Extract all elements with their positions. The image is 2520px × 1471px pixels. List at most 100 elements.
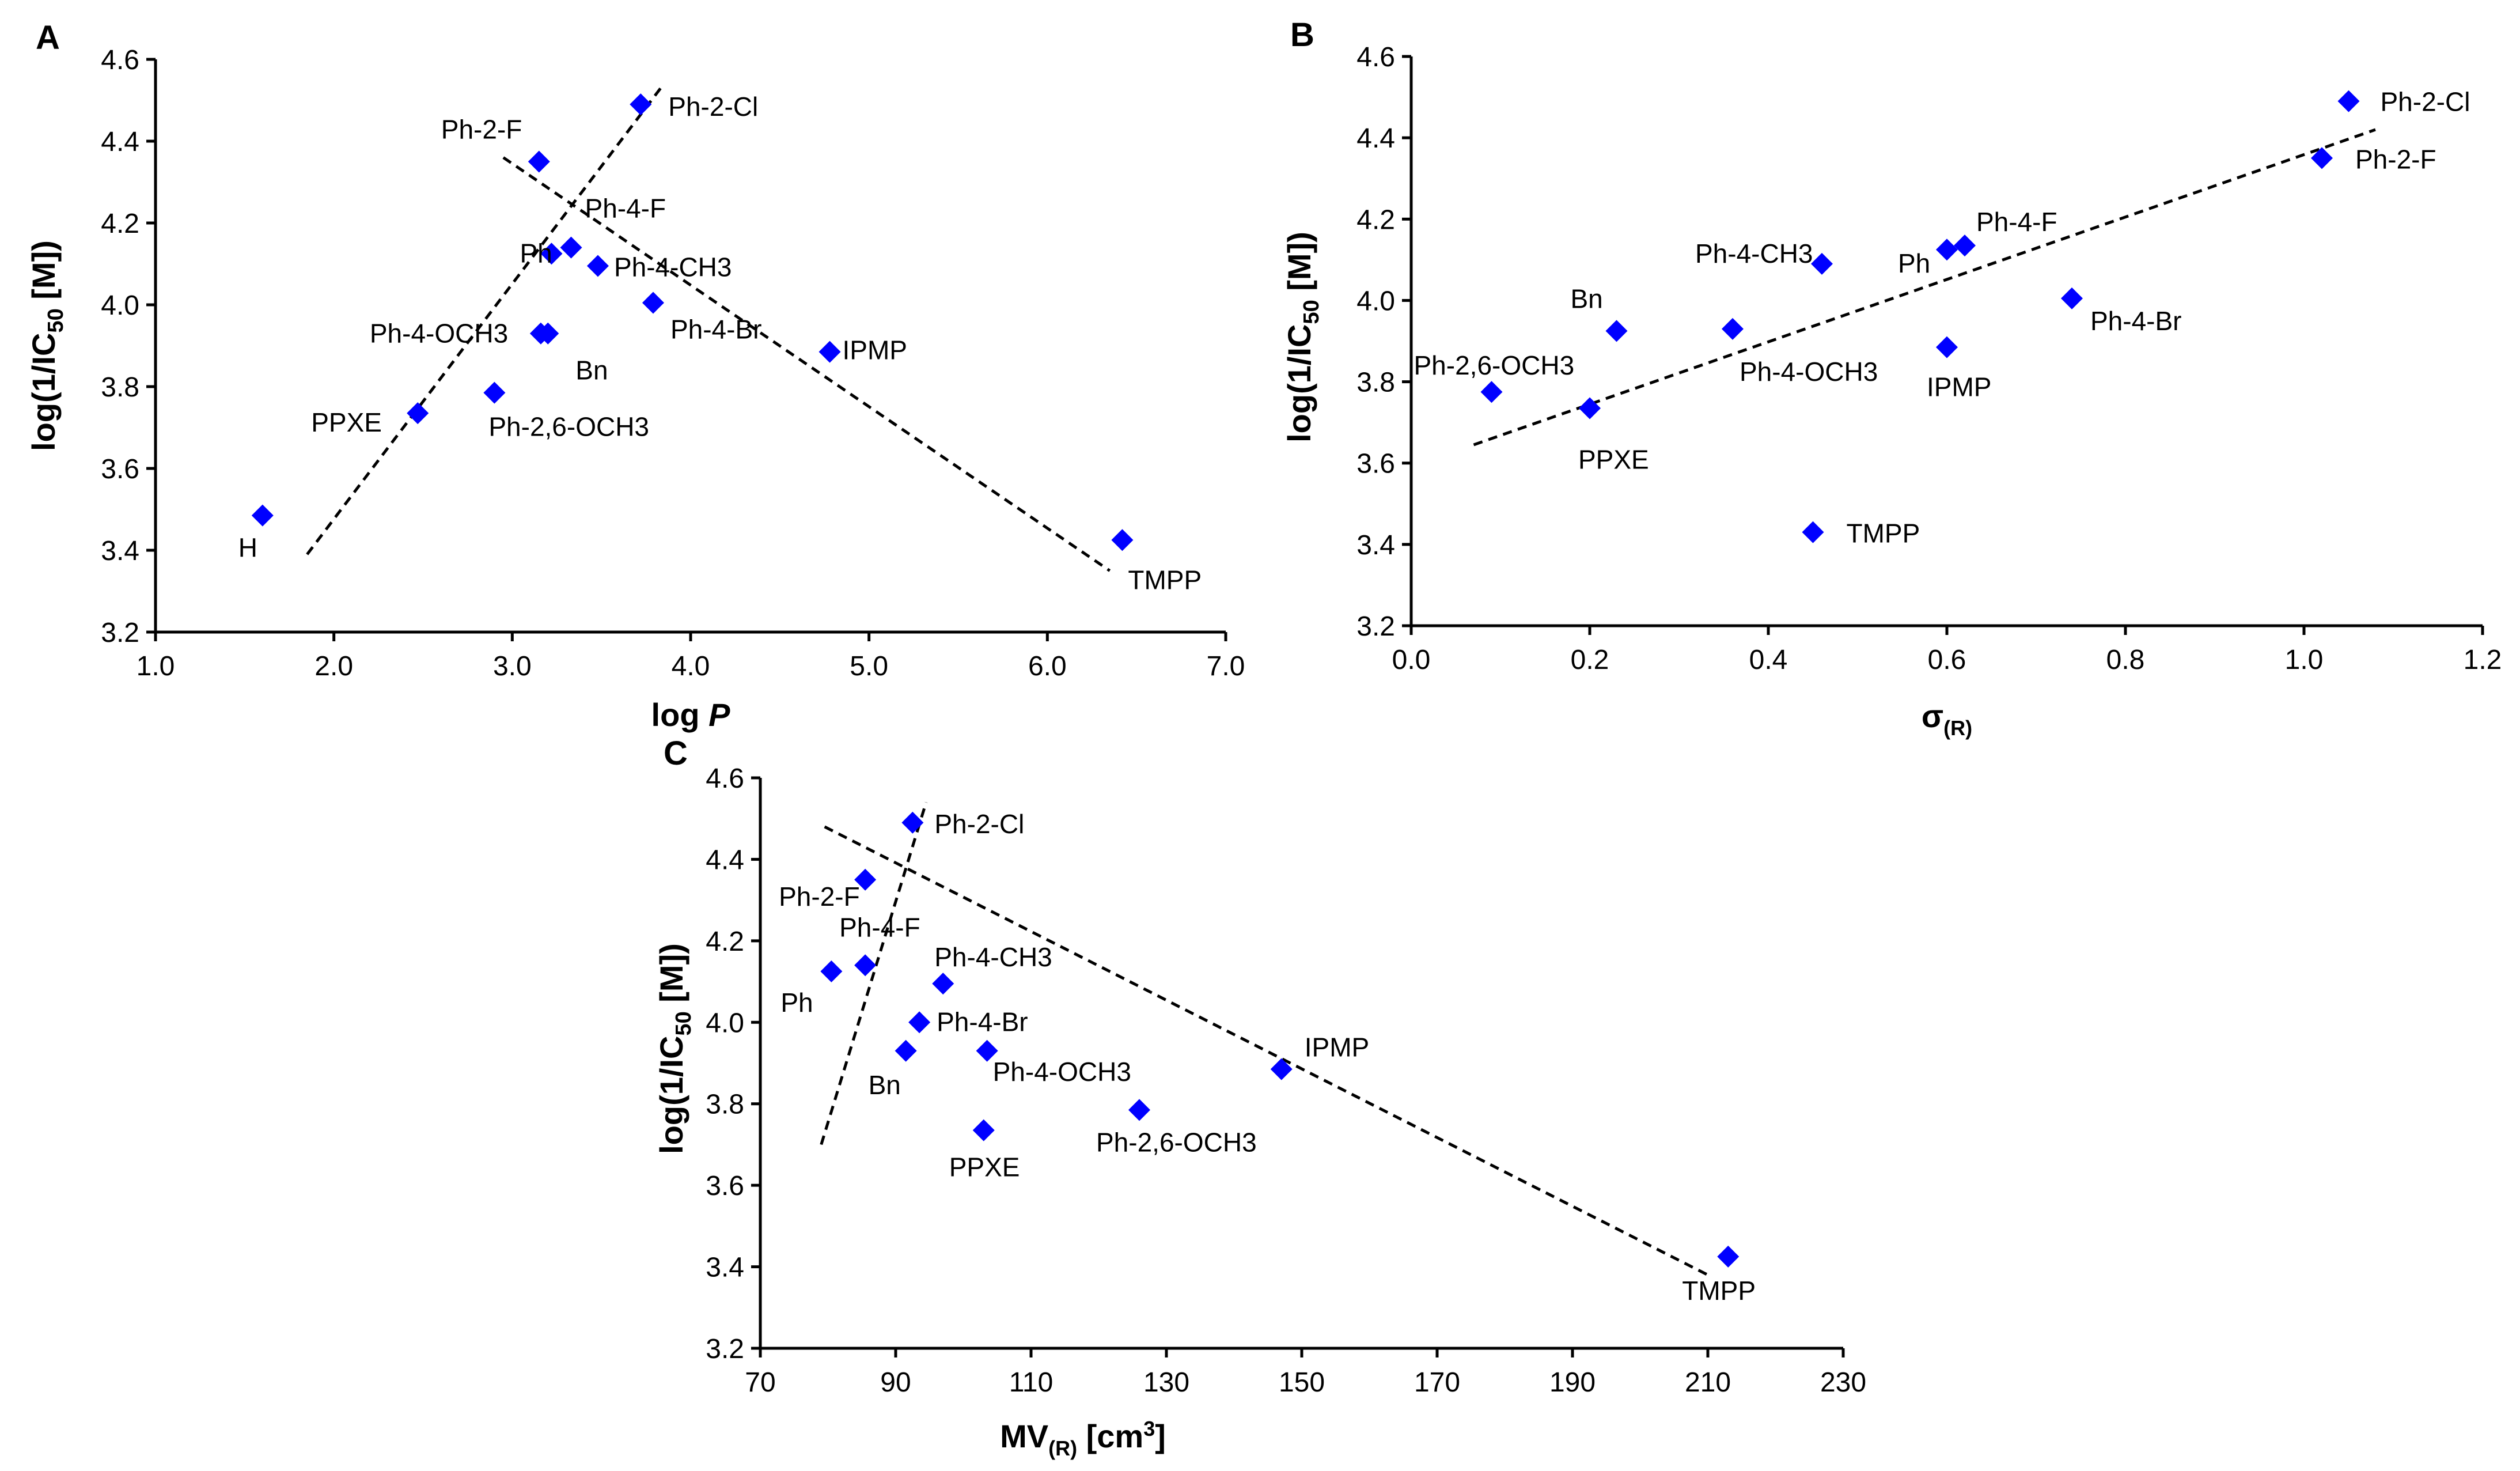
x-tick-label: 150 [1279, 1367, 1325, 1398]
point-label-tmpp: TMPP [1847, 519, 1920, 549]
trendline-1 [1473, 128, 2376, 447]
y-tick-label: 3.8 [706, 1090, 744, 1120]
y-tick-label: 3.8 [101, 372, 139, 403]
trendline-2 [824, 825, 1709, 1276]
panel-letter-c: C [664, 735, 688, 772]
trendline-1 [820, 801, 928, 1145]
x-axis-title: MV(R) [cm3] [1000, 1417, 1166, 1460]
point-label-ph-2-cl: Ph-2-Cl [668, 92, 758, 122]
y-tick-label: 3.6 [101, 454, 139, 485]
point-label-ph-4-ch3: Ph-4-CH3 [1695, 239, 1813, 269]
point-label-ph-2-6-och3: Ph-2,6-OCH3 [1414, 350, 1575, 380]
y-tick-label: 4.4 [706, 845, 744, 875]
point-label-ph-4-br: Ph-4-Br [937, 1007, 1028, 1037]
data-point-ph-2-f [854, 868, 877, 891]
point-label-ph-4-och3: Ph-4-OCH3 [370, 319, 508, 349]
x-tick-label: 0.8 [2106, 645, 2145, 675]
point-label-ph-4-och3: Ph-4-OCH3 [993, 1057, 1131, 1087]
x-tick-label: 7.0 [1207, 651, 1245, 682]
y-tick-label: 4.6 [1356, 42, 1395, 73]
point-label-ph-2-f: Ph-2-F [779, 882, 860, 912]
data-point-ph-2-6-och3 [1480, 381, 1503, 403]
data-point-tmpp [1802, 521, 1824, 543]
y-tick-label: 3.6 [1356, 449, 1395, 479]
x-tick-label: 0.4 [1749, 645, 1788, 675]
data-point-tmpp [1111, 529, 1134, 551]
y-tick-label: 3.2 [101, 618, 139, 648]
point-label-ipmp: IPMP [1305, 1033, 1369, 1062]
data-point-ph [820, 960, 843, 982]
data-point-ph-2-f [528, 150, 550, 173]
data-point-ph-4-br [908, 1011, 931, 1034]
panel-b: B 3.2 3.4 3.6 3.8 4.0 4.2 4.4 4.6 0.0 0.2 0.4 0.6 0.8… [1281, 16, 2502, 740]
x-axis-title: σ(R) [1922, 698, 1972, 740]
point-label-ph: Ph [520, 238, 552, 268]
data-point-ph-4-br [2061, 287, 2083, 309]
x-tick-label: 5.0 [850, 651, 888, 682]
point-label-ph-4-f: Ph-4-F [585, 194, 666, 224]
point-label-ipmp: IPMP [1927, 372, 1991, 402]
point-label-ppxe: PPXE [949, 1152, 1020, 1182]
point-label-ph-4-br: Ph-4-Br [670, 314, 761, 344]
data-point-ipmp [818, 341, 841, 363]
point-label-bn: Bn [575, 356, 608, 385]
x-tick-label: 130 [1143, 1367, 1189, 1398]
data-point-ppxe [407, 402, 429, 425]
point-label-ph-2-6-och3: Ph-2,6-OCH3 [1096, 1127, 1257, 1157]
x-tick-label: 110 [1009, 1367, 1054, 1398]
y-tick-label: 3.4 [706, 1253, 744, 1283]
data-point-ipmp [1936, 336, 1958, 358]
x-tick-label: 4.0 [672, 651, 710, 682]
point-label-tmpp: TMPP [1128, 565, 1202, 595]
point-label-ph-2-cl: Ph-2-Cl [2381, 87, 2470, 117]
data-point-ph-4-och3 [976, 1039, 998, 1062]
x-tick-label: 1.2 [2464, 645, 2502, 675]
x-tick-label: 230 [1820, 1367, 1866, 1398]
data-point-ph-2-cl [901, 811, 924, 834]
point-label-ph-4-f: Ph-4-F [1976, 207, 2057, 237]
data-point-h [251, 504, 274, 527]
x-tick-label: 2.0 [314, 651, 353, 682]
y-tick-label: 3.8 [1356, 368, 1395, 398]
x-tick-label: 0.0 [1392, 645, 1431, 675]
y-axis-title: log(1/IC50 [M]) [1281, 232, 1324, 443]
point-label-ph-4-br: Ph-4-Br [2090, 306, 2181, 336]
y-tick-label: 4.0 [101, 290, 139, 321]
data-point-ph-2-f [2311, 147, 2333, 169]
y-tick-label: 3.4 [1356, 530, 1395, 561]
point-label-ph-2-f: Ph-2-F [441, 115, 522, 145]
point-label-ph-2-f: Ph-2-F [2355, 144, 2436, 174]
x-tick-label: 0.2 [1571, 645, 1609, 675]
point-label-ph-4-ch3: Ph-4-CH3 [934, 942, 1052, 972]
y-tick-label: 3.2 [706, 1334, 744, 1364]
point-label-ph: Ph [780, 988, 813, 1018]
point-label-ph-4-ch3: Ph-4-CH3 [614, 252, 732, 282]
x-tick-label: 1.0 [2285, 645, 2324, 675]
data-point-ppxe [972, 1119, 995, 1141]
data-point-ph-4-br [642, 292, 664, 314]
panel-a: A 3.2 3.4 3.6 3.8 4.0 4.2 4.4 4.6 1.0 2.0 3.0 4.0 5.0… [25, 19, 1245, 733]
point-label-ph: Ph [1898, 248, 1930, 278]
point-label-ph-2-6-och3: Ph-2,6-OCH3 [488, 412, 649, 442]
x-tick-label: 0.6 [1928, 645, 1966, 675]
y-tick-label: 4.6 [706, 763, 744, 794]
panel-letter-a: A [36, 19, 60, 56]
x-tick-label: 170 [1414, 1367, 1460, 1398]
data-point-ipmp [1270, 1058, 1293, 1080]
x-tick-label: 190 [1549, 1367, 1596, 1398]
point-label-ph-4-f: Ph-4-F [839, 912, 920, 942]
x-tick-label: 1.0 [137, 651, 175, 682]
data-point-ph-4-och3 [1722, 317, 1744, 340]
data-point-ph-4-f [560, 236, 582, 259]
data-point-ph-2-cl [630, 93, 652, 116]
data-point-bn [895, 1039, 917, 1062]
y-tick-label: 4.0 [1356, 286, 1395, 316]
x-axis-title: log P [651, 697, 731, 733]
y-axis-title: log(1/IC50 [M]) [25, 240, 68, 451]
data-point-ph [540, 243, 563, 265]
data-point-ph-2-cl [2337, 90, 2360, 112]
y-tick-label: 4.4 [101, 127, 139, 157]
x-tick-label: 90 [880, 1367, 911, 1398]
point-label-ph-2-cl: Ph-2-Cl [934, 809, 1024, 839]
